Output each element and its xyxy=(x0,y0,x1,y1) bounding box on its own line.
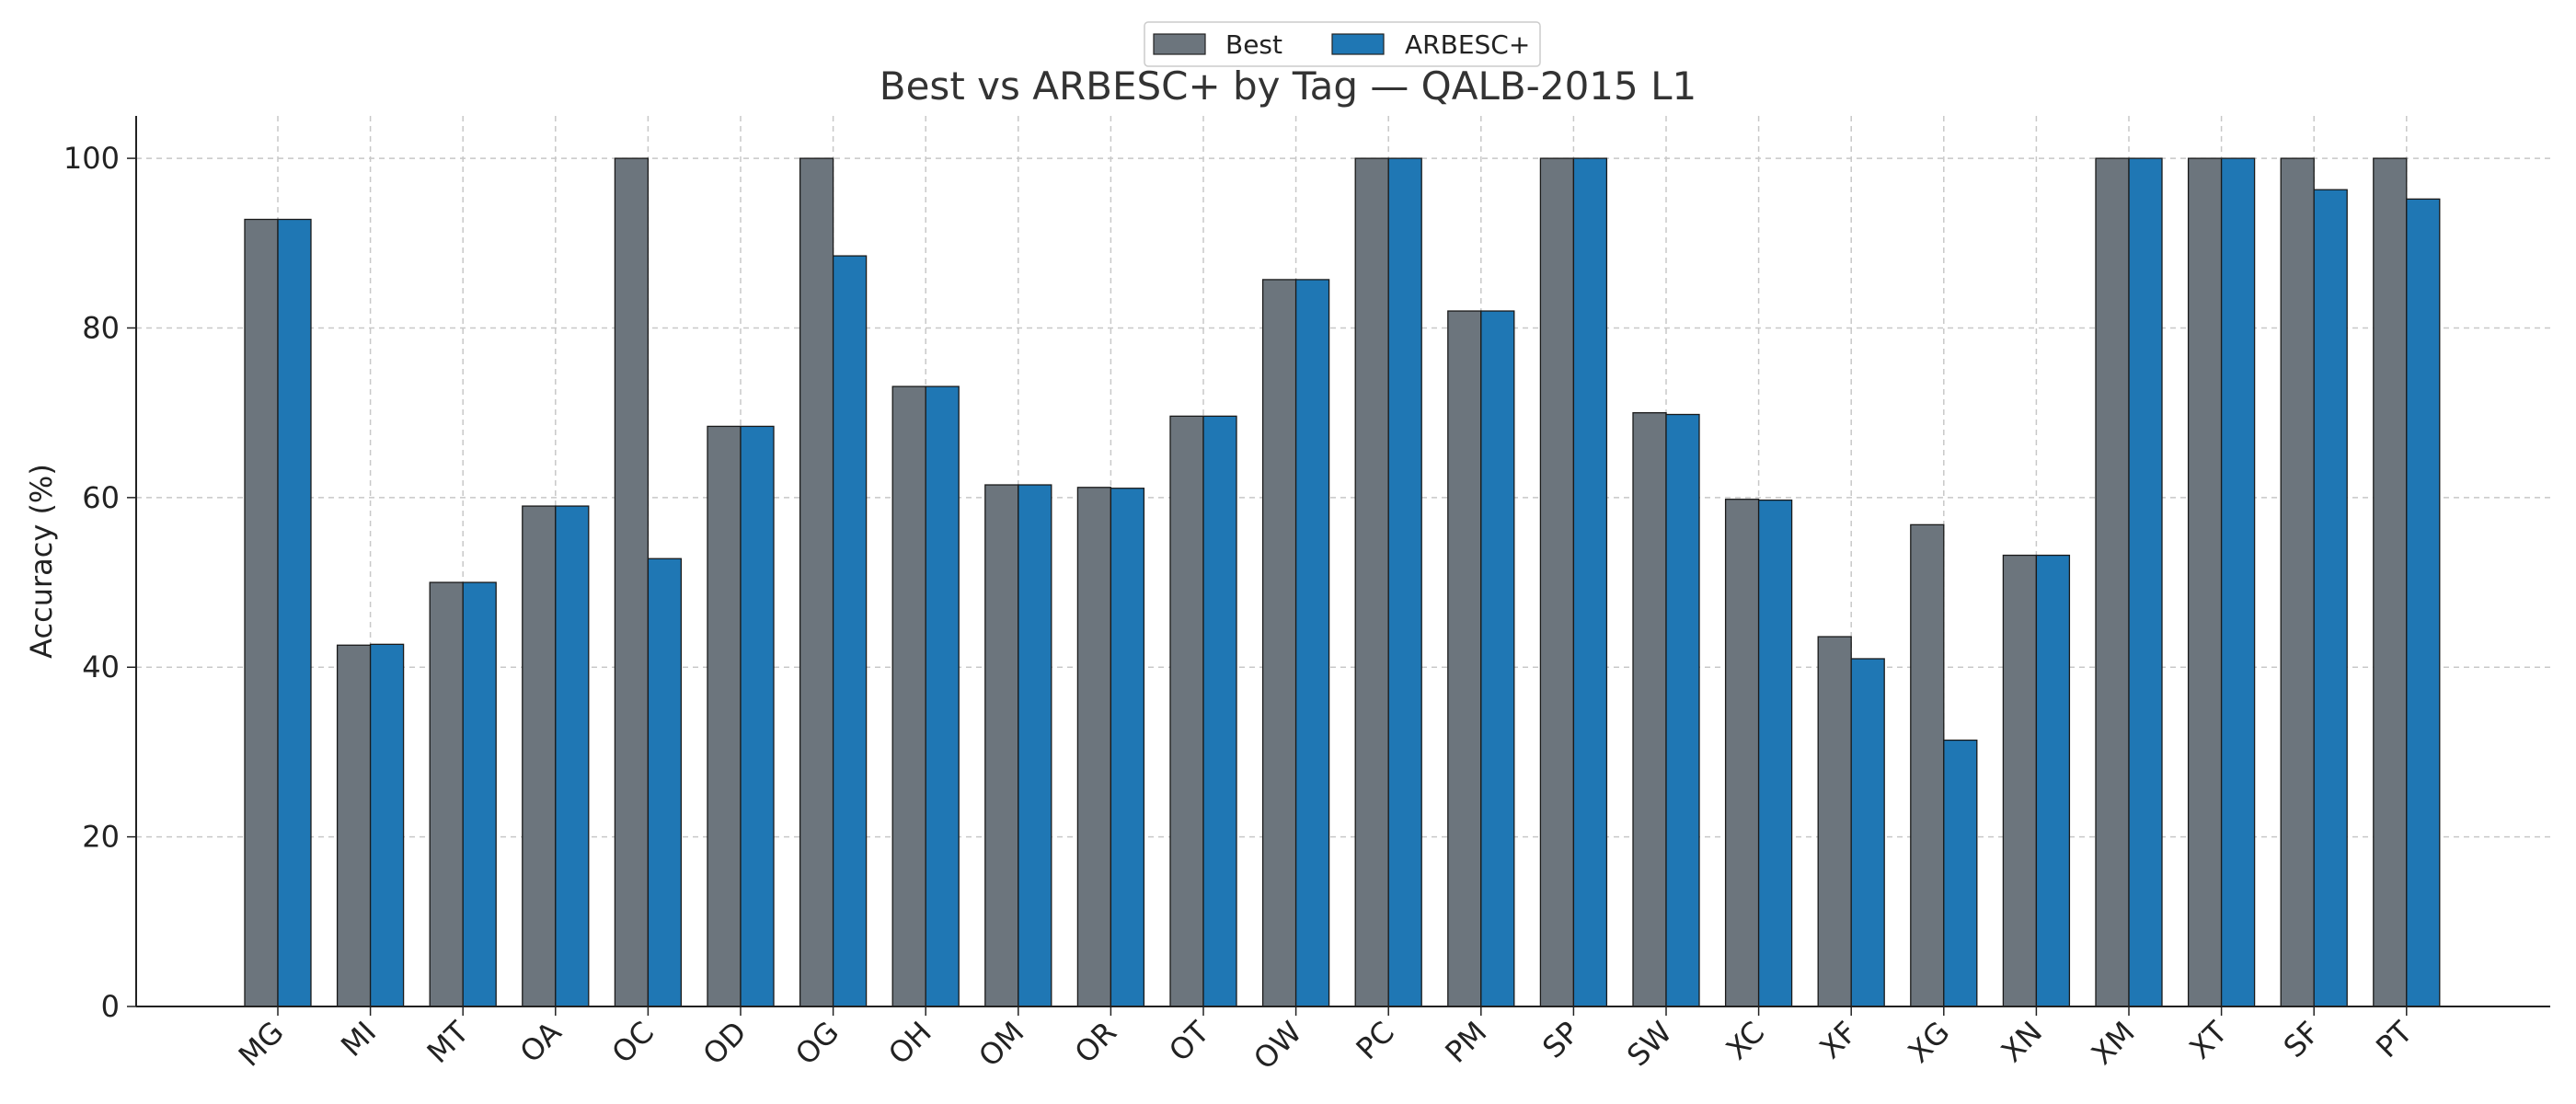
x-tick-label: PT xyxy=(2369,1014,2420,1064)
bar-best xyxy=(336,644,372,1007)
y-tick-label: 20 xyxy=(82,820,120,855)
bar-best xyxy=(1724,499,1760,1007)
y-tick-label: 0 xyxy=(101,989,120,1024)
x-tick-label: XM xyxy=(2085,1015,2142,1072)
bar-best xyxy=(1076,487,1112,1007)
bar-arbesc-plus xyxy=(1665,413,1700,1007)
bar-best xyxy=(984,484,1019,1007)
legend-label-arbesc: ARBESC+ xyxy=(1405,29,1530,60)
bar-arbesc-plus xyxy=(1110,488,1145,1007)
bar-arbesc-plus xyxy=(2406,198,2441,1007)
bar-best xyxy=(1910,523,1945,1007)
x-tick-label: OW xyxy=(1247,1015,1308,1076)
y-tick-label: 80 xyxy=(82,310,120,345)
x-tick-label: MG xyxy=(232,1015,291,1074)
y-tick-label: 100 xyxy=(63,141,120,176)
x-tick-label: XT xyxy=(2182,1014,2234,1065)
x-tick-label: OH xyxy=(881,1015,938,1072)
x-tick-label: SF xyxy=(2277,1015,2327,1064)
bar-best xyxy=(522,505,557,1007)
x-tick-label: SP xyxy=(1535,1015,1586,1065)
bar-arbesc-plus xyxy=(1757,499,1793,1007)
bar-best xyxy=(1261,279,1297,1007)
bar-best xyxy=(707,425,742,1007)
bar-arbesc-plus xyxy=(2313,189,2348,1007)
x-tick-label: OM xyxy=(972,1015,1030,1074)
x-tick-label: XC xyxy=(1719,1015,1772,1067)
y-tick-label: 40 xyxy=(82,650,120,684)
bar-best xyxy=(2002,554,2038,1007)
x-tick-label: OR xyxy=(1068,1015,1123,1070)
chart-title: Best vs ARBESC+ by Tag — QALB-2015 L1 xyxy=(880,63,1696,109)
x-tick-label: SW xyxy=(1620,1015,1679,1074)
legend: Best ARBESC+ xyxy=(1144,21,1541,67)
bar-arbesc-plus xyxy=(1202,415,1237,1007)
bar-best xyxy=(244,218,279,1007)
bar-best xyxy=(1169,415,1204,1007)
bar-arbesc-plus xyxy=(1018,484,1052,1007)
y-axis-label: Accuracy (%) xyxy=(24,464,59,659)
bar-arbesc-plus xyxy=(925,385,960,1007)
bar-arbesc-plus xyxy=(2035,554,2071,1007)
bar-best xyxy=(2280,157,2315,1007)
legend-swatch-arbesc xyxy=(1331,33,1385,55)
x-tick-label: OG xyxy=(788,1015,845,1072)
bar-best xyxy=(614,157,650,1007)
bar-arbesc-plus xyxy=(1294,279,1330,1007)
y-tick-label: 60 xyxy=(82,480,120,515)
x-tick-label: OA xyxy=(513,1015,569,1070)
legend-swatch-best xyxy=(1153,33,1206,55)
legend-label-best: Best xyxy=(1225,29,1282,60)
bar-best xyxy=(799,157,834,1007)
bar-arbesc-plus xyxy=(369,643,405,1007)
x-tick-label: OD xyxy=(696,1015,753,1072)
bar-best xyxy=(1632,412,1667,1007)
x-tick-label: XF xyxy=(1812,1015,1863,1065)
bar-best xyxy=(2095,157,2130,1007)
bar-arbesc-plus xyxy=(1480,310,1515,1007)
bar-best xyxy=(2187,157,2223,1007)
x-tick-label: XN xyxy=(1995,1015,2049,1069)
bar-arbesc-plus xyxy=(462,581,497,1007)
bar-best xyxy=(1539,157,1575,1007)
bar-arbesc-plus xyxy=(740,425,775,1007)
bar-arbesc-plus xyxy=(277,218,312,1007)
bar-arbesc-plus xyxy=(832,255,868,1007)
bar-arbesc-plus xyxy=(2220,157,2256,1007)
bar-arbesc-plus xyxy=(1943,739,1978,1007)
bar-arbesc-plus xyxy=(1850,658,1885,1007)
bar-best xyxy=(1447,310,1482,1007)
bars xyxy=(244,157,2441,1007)
bar-best xyxy=(1354,157,1389,1007)
x-tick-label: OC xyxy=(605,1015,661,1070)
bar-arbesc-plus xyxy=(2128,157,2163,1007)
bar-best xyxy=(891,385,926,1007)
x-tick-label: XG xyxy=(1902,1015,1957,1070)
bar-arbesc-plus xyxy=(1387,157,1422,1007)
bar-best xyxy=(429,581,464,1007)
x-tick-label: OT xyxy=(1162,1014,1216,1068)
x-tick-label: MT xyxy=(420,1014,477,1070)
bar-arbesc-plus xyxy=(647,558,683,1007)
x-tick-label: PC xyxy=(1350,1015,1401,1066)
axes xyxy=(127,116,2550,1016)
x-tick-label: MI xyxy=(334,1015,383,1064)
x-tick-label: PM xyxy=(1438,1015,1493,1070)
bar-best xyxy=(2373,157,2408,1007)
bar-best xyxy=(1817,636,1852,1007)
bar-arbesc-plus xyxy=(1572,157,1608,1007)
bar-arbesc-plus xyxy=(555,505,590,1007)
